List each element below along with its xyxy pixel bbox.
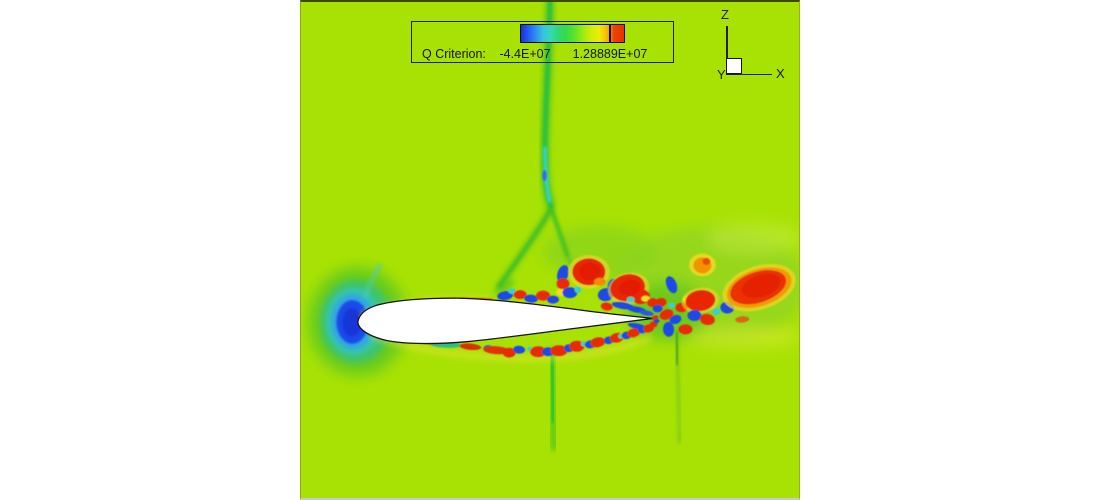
z-axis-label: Z — [721, 7, 729, 22]
y-axis-label: Y — [717, 67, 726, 82]
x-axis-line — [726, 73, 772, 76]
wake-vortices — [652, 253, 796, 337]
legend-text-row: Q Criterion: -4.4E+07 1.28889E+07 — [412, 47, 673, 62]
contour-legend: Q Criterion: -4.4E+07 1.28889E+07 — [411, 21, 674, 63]
leading-edge-stagnation-blob — [319, 262, 392, 364]
legend-title: Q Criterion: — [422, 47, 486, 61]
z-axis-line — [726, 26, 728, 75]
upper-surface-vortices — [497, 254, 659, 316]
colorbar-max-tick — [609, 25, 611, 42]
trailing-edge-detail — [651, 315, 660, 324]
legend-min-value: -4.4E+07 — [499, 47, 551, 61]
colorbar — [520, 24, 625, 43]
flow-field-svg — [301, 2, 799, 498]
orientation-axes-widget: Z Y X — [714, 6, 794, 94]
origin-square — [726, 58, 742, 74]
legend-max-value: 1.28889E+07 — [572, 47, 648, 61]
lower-surface-vortices — [430, 321, 658, 358]
x-axis-label: X — [776, 66, 785, 81]
plot-viewport: Q Criterion: -4.4E+07 1.28889E+07 Z Y X — [300, 0, 800, 500]
